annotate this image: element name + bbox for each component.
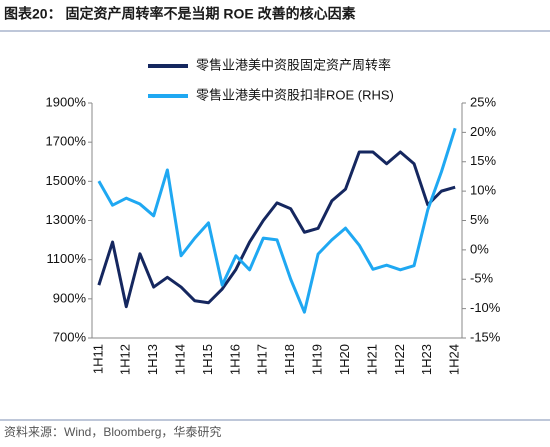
x-tick-label: 1H23 — [419, 344, 434, 375]
x-tick-label: 1H18 — [282, 344, 297, 375]
y-tick-label: 1300% — [46, 212, 87, 227]
legend-label: 零售业港美中资股固定资产周转率 — [196, 57, 391, 72]
y-tick-label: 700% — [53, 329, 87, 344]
series-line — [97, 150, 456, 309]
x-tick-label: 1H16 — [227, 344, 242, 375]
source: 资料来源：Wind，Bloomberg，华泰研究 — [4, 424, 221, 439]
x-tick-label: 1H21 — [364, 344, 379, 375]
y-tick-label: 1900% — [46, 94, 87, 109]
y2-tick-label: -5% — [470, 271, 494, 286]
y-tick-label: 1700% — [46, 134, 87, 149]
x-tick-label: 1H14 — [173, 344, 188, 375]
x-tick-label: 1H17 — [255, 344, 270, 375]
y2-tick-label: 25% — [470, 94, 496, 109]
y2-tick-label: 20% — [470, 124, 496, 139]
x-tick-label: 1H19 — [310, 344, 325, 375]
y2-tick-label: 10% — [470, 183, 496, 198]
chart-title: 图表20： 固定资产周转率不是当期 ROE 改善的核心因素 — [4, 6, 356, 22]
y2-tick-label: 5% — [470, 212, 489, 227]
x-tick-label: 1H20 — [337, 344, 352, 375]
x-tick-label: 1H15 — [200, 344, 215, 375]
y2-tick-label: -10% — [470, 300, 501, 315]
x-tick-label: 1H22 — [392, 344, 407, 375]
x-tick-label: 1H11 — [90, 344, 105, 374]
x-tick-label: 1H12 — [118, 344, 133, 375]
y-tick-label: 900% — [53, 290, 87, 305]
x-tick-label: 1H13 — [145, 344, 160, 375]
y2-tick-label: 15% — [470, 153, 496, 168]
y-tick-label: 1100% — [46, 251, 86, 266]
y2-tick-label: 0% — [470, 241, 489, 256]
series-line — [97, 127, 457, 314]
y-tick-label: 1500% — [46, 173, 87, 188]
legend-label: 零售业港美中资股扣非ROE (RHS) — [196, 87, 394, 102]
y2-tick-label: -15% — [470, 329, 501, 344]
x-tick-label: 1H24 — [447, 344, 462, 375]
